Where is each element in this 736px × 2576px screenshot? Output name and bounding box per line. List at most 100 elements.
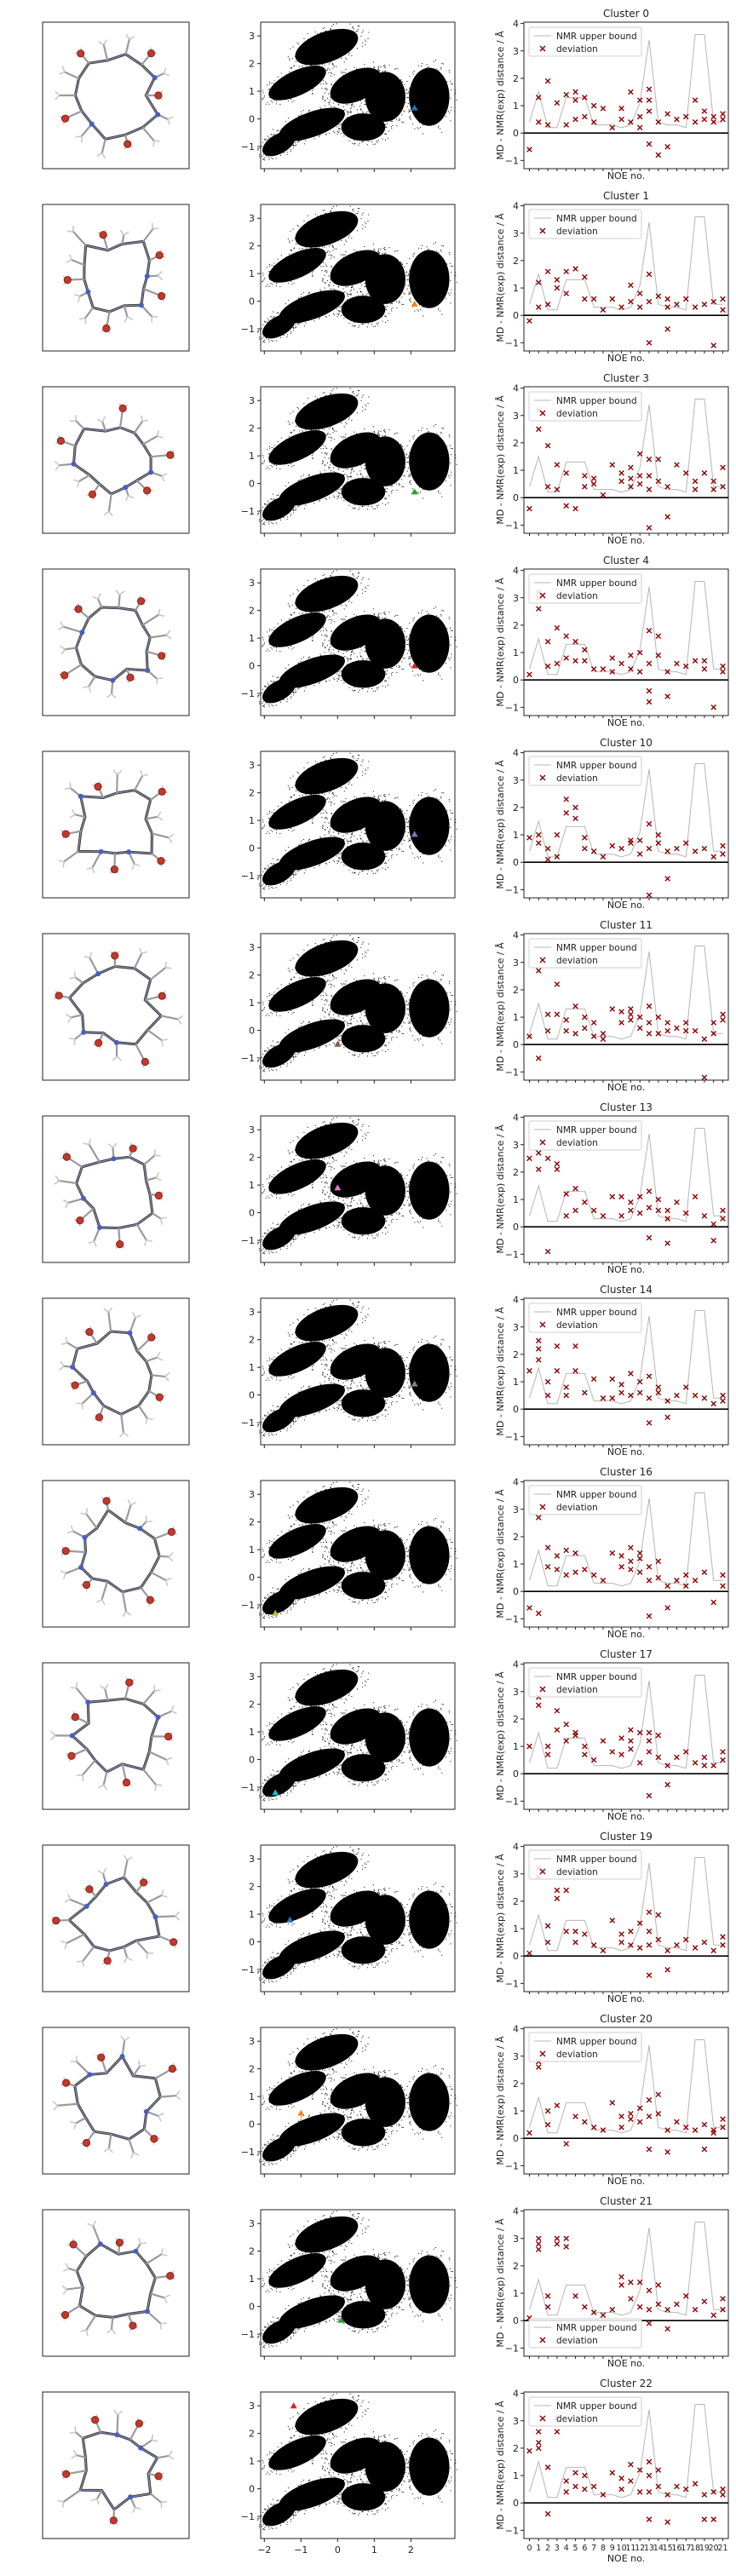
density-speck — [273, 1174, 275, 1176]
density-speck — [339, 1036, 341, 1038]
density-speck — [361, 271, 363, 273]
density-speck — [340, 497, 342, 499]
density-speck — [342, 437, 343, 439]
density-speck — [406, 462, 408, 463]
density-speck — [357, 1118, 359, 1121]
density-speck — [395, 1030, 397, 1032]
density-speck — [410, 840, 411, 842]
density-speck — [370, 624, 371, 626]
density-speck — [356, 959, 359, 961]
density-speck — [418, 794, 420, 796]
density-speck — [384, 435, 386, 437]
density-speck — [336, 133, 338, 135]
density-speck — [346, 110, 348, 112]
density-speck — [287, 282, 290, 285]
molecule-hydrogen — [66, 259, 72, 263]
density-speck — [344, 436, 346, 438]
density-speck — [382, 478, 384, 480]
molecule-oxygen-atom — [76, 1216, 84, 1225]
density-speck — [333, 288, 335, 290]
density-speck — [290, 879, 291, 882]
density-speck — [408, 475, 410, 477]
density-speck — [292, 957, 294, 959]
density-speck — [396, 1037, 398, 1038]
y-tick-label: −1 — [505, 155, 519, 166]
density-speck — [268, 96, 271, 98]
density-speck — [362, 212, 364, 214]
density-speck — [347, 476, 348, 478]
density-speck — [405, 457, 407, 458]
density-speck — [362, 406, 364, 408]
density-speck — [296, 310, 298, 312]
molecule-nitrogen-atom — [110, 677, 116, 683]
density-speck — [329, 251, 331, 253]
density-speck — [348, 869, 350, 871]
molecule-oxygen-atom — [157, 856, 165, 865]
density-speck — [344, 838, 346, 840]
density-speck — [273, 497, 275, 500]
density-speck — [340, 852, 342, 854]
density-speck — [370, 260, 371, 262]
density-speck — [409, 645, 411, 647]
density-speck — [333, 106, 335, 107]
density-speck — [409, 111, 411, 112]
density-speck — [352, 1119, 354, 1122]
deviation-point — [563, 290, 570, 296]
density-speck — [441, 860, 443, 862]
density-speck — [292, 512, 295, 514]
deviation-mark — [720, 307, 726, 313]
density-speck — [262, 158, 264, 161]
density-speck — [338, 495, 340, 497]
density-speck — [409, 623, 411, 624]
density-speck — [401, 850, 403, 852]
density-speck — [390, 1032, 392, 1034]
density-speck — [342, 1028, 344, 1030]
density-speck — [348, 236, 350, 238]
density-speck — [342, 679, 344, 681]
density-speck — [349, 290, 352, 292]
density-speck — [263, 524, 266, 526]
density-speck — [313, 60, 316, 62]
density-speck — [405, 454, 407, 456]
density-speck — [291, 310, 293, 312]
density-speck — [262, 506, 264, 509]
density-speck — [289, 969, 290, 971]
density-speck — [328, 610, 331, 612]
molecule-nitrogen-atom — [144, 273, 150, 279]
density-speck — [312, 1003, 313, 1005]
density-speck — [332, 467, 335, 469]
deviation-point — [572, 116, 578, 123]
density-speck — [407, 831, 409, 833]
density-speck — [283, 1063, 285, 1066]
density-speck — [378, 430, 380, 432]
density-speck — [406, 263, 408, 265]
density-speck — [294, 692, 296, 693]
molecule-hydrogen — [157, 270, 163, 277]
density-speck — [267, 135, 269, 137]
density-speck — [380, 117, 382, 118]
density-speck — [352, 208, 354, 210]
density-speck — [322, 83, 325, 85]
density-speck — [299, 795, 301, 796]
density-speck — [328, 983, 330, 986]
density-speck — [408, 1002, 410, 1003]
density-speck — [329, 1011, 331, 1013]
density-speck — [325, 269, 327, 272]
legend-label: NMR upper bound — [556, 578, 637, 589]
density-speck — [357, 1024, 359, 1026]
deviation-point — [572, 266, 578, 272]
density-speck — [351, 419, 353, 422]
density-speck — [290, 463, 292, 465]
density-speck — [327, 67, 329, 70]
density-speck — [296, 324, 299, 325]
density-speck — [265, 103, 267, 105]
density-speck — [336, 496, 338, 497]
density-speck — [449, 295, 451, 296]
density-speck — [296, 130, 298, 132]
density-speck — [287, 785, 289, 787]
deviation-mark — [590, 296, 597, 302]
density-speck — [268, 832, 270, 834]
